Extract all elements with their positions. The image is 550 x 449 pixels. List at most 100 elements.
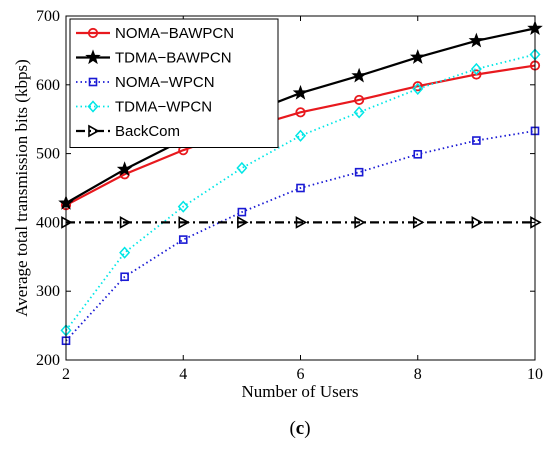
marker-diamond — [412, 82, 424, 96]
marker-star — [351, 67, 367, 83]
legend-entry-4: TDMA−WPCN — [76, 99, 212, 116]
marker-triangle — [88, 124, 100, 138]
data-point — [237, 207, 247, 217]
legend-entry-2: TDMA−BAWPCN — [76, 49, 232, 67]
legend-box — [69, 18, 279, 148]
marker-square — [472, 136, 481, 145]
marker-triangle — [471, 216, 484, 229]
x-tick-label: 6 — [297, 366, 305, 383]
caption-close: ) — [304, 418, 310, 439]
marker-square — [354, 167, 364, 177]
legend-entry-5: BackCom — [76, 123, 180, 140]
x-tick-label: 8 — [414, 366, 422, 383]
x-tick-label: 4 — [179, 366, 187, 383]
data-point — [412, 82, 424, 96]
marker-star — [468, 32, 485, 48]
x-tick-label: 10 — [527, 366, 543, 383]
marker-square — [237, 207, 247, 217]
data-point — [295, 216, 308, 229]
marker-circle — [412, 81, 423, 92]
data-point — [178, 216, 190, 229]
legend: NOMA−BAWPCN TDMA−BAWPCN NOMA−WPCN TDMA−WPCN… — [69, 18, 279, 148]
marker-triangle — [178, 216, 190, 229]
data-point — [236, 161, 248, 175]
data-point — [413, 149, 423, 159]
caption-letter: c — [296, 418, 304, 439]
data-point — [470, 62, 482, 76]
marker-square — [178, 235, 188, 244]
data-point — [294, 129, 307, 142]
y-tick-label: 200 — [36, 352, 60, 369]
series-5 — [61, 216, 542, 229]
legend-label: TDMA−BAWPCN — [115, 50, 232, 67]
y-tick-label: 700 — [36, 8, 60, 25]
data-point — [295, 107, 306, 118]
series-line — [65, 64, 536, 207]
marker-circle — [471, 69, 482, 80]
data-point — [353, 106, 365, 119]
marker-square — [413, 149, 423, 159]
marker-diamond — [353, 106, 365, 119]
marker-triangle — [354, 216, 366, 229]
marker-triangle — [119, 216, 132, 229]
caption-open: ( — [289, 418, 295, 439]
marker-diamond — [87, 100, 99, 113]
marker-circle — [295, 107, 306, 118]
data-point — [119, 216, 132, 229]
legend-entry-1: NOMA−BAWPCN — [76, 25, 234, 42]
data-point — [409, 49, 426, 64]
legend-label: TDMA−WPCN — [115, 99, 212, 116]
marker-diamond — [119, 246, 131, 259]
legend-marker — [87, 100, 99, 113]
marker-diamond — [236, 161, 248, 175]
data-point — [292, 84, 309, 100]
marker-triangle — [237, 216, 249, 229]
legend-marker — [88, 77, 98, 87]
y-tick-label: 400 — [36, 214, 60, 231]
data-point — [354, 94, 365, 106]
data-point — [471, 69, 482, 80]
legend-label: NOMA−WPCN — [115, 74, 215, 91]
legend-marker — [85, 49, 101, 65]
data-point — [116, 161, 133, 177]
marker-circle — [354, 94, 365, 106]
data-point — [354, 216, 366, 229]
y-axis-label: Average total transmission bits (kbps) — [12, 59, 31, 316]
x-tick-label: 2 — [62, 366, 70, 383]
series-line — [65, 53, 536, 331]
legend-label: NOMA−BAWPCN — [115, 25, 234, 42]
data-point — [351, 67, 367, 83]
marker-star — [292, 84, 309, 100]
marker-square — [296, 183, 305, 193]
marker-star — [116, 161, 133, 177]
data-point — [119, 246, 131, 259]
marker-triangle — [295, 216, 308, 229]
data-point — [120, 272, 129, 282]
marker-triangle — [412, 216, 425, 229]
data-point — [177, 200, 189, 213]
data-point — [468, 32, 485, 48]
marker-diamond — [294, 129, 307, 142]
data-point — [178, 235, 188, 244]
y-tick-label: 300 — [36, 283, 60, 300]
series-line — [65, 130, 536, 342]
axes: 2 4 6 8 10 200 300 400 500 600 700 — [36, 8, 543, 383]
legend-marker — [88, 124, 100, 138]
data-point — [296, 183, 305, 193]
data-point — [472, 136, 481, 145]
data-point — [412, 216, 425, 229]
marker-circle — [87, 27, 99, 39]
marker-diamond — [177, 200, 189, 213]
y-tick-label: 500 — [36, 146, 60, 163]
data-point — [237, 216, 249, 229]
legend-marker — [87, 27, 99, 39]
marker-star — [85, 49, 101, 65]
y-tick-label: 600 — [36, 77, 60, 94]
x-axis-label: Number of Users — [241, 382, 358, 401]
legend-label: BackCom — [115, 123, 180, 140]
series-3 — [61, 126, 540, 346]
data-point — [412, 81, 423, 92]
data-point — [354, 167, 364, 177]
figure-caption: (c) — [289, 418, 310, 439]
